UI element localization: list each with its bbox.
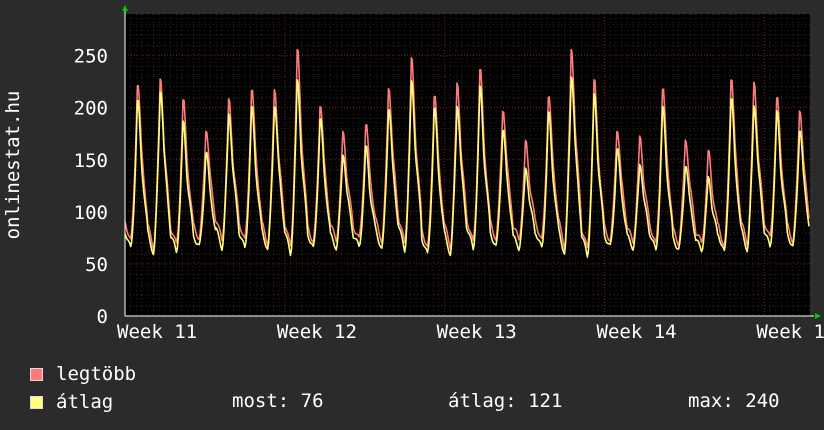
x-tick-label: Week 13 bbox=[437, 321, 517, 343]
x-tick-label: Week 12 bbox=[277, 321, 357, 343]
y-tick-label: 150 bbox=[74, 150, 108, 172]
legend-item-max: legtöbb bbox=[30, 362, 136, 386]
y-tick-label: 50 bbox=[85, 254, 108, 276]
stat-max: max: 240 bbox=[688, 390, 780, 412]
legend-label-max: legtöbb bbox=[56, 363, 137, 385]
y-axis-title: onlinestat.hu bbox=[2, 91, 24, 240]
plot-area bbox=[125, 14, 810, 316]
legend-item-avg: átlag most: 76 átlag: 121 max: 240 bbox=[30, 390, 780, 414]
x-tick-label: Week 1 bbox=[756, 321, 824, 343]
legend: legtöbb átlag most: 76 átlag: 121 max: 2… bbox=[30, 362, 820, 422]
chart: 0 50 100 150 200 250 Week 11 Week 12 Week 13 Week… bbox=[2, 5, 824, 343]
y-tick-label: 200 bbox=[74, 98, 108, 120]
series-line-max bbox=[124, 48, 810, 252]
series-line-avg bbox=[124, 76, 810, 258]
legend-swatch-max bbox=[30, 367, 43, 381]
y-axis-arrow bbox=[122, 5, 128, 11]
stat-average: átlag: 121 bbox=[448, 390, 563, 412]
y-tick-label: 100 bbox=[74, 202, 108, 224]
legend-swatch-avg bbox=[30, 395, 43, 409]
x-tick-label: Week 14 bbox=[597, 321, 677, 343]
x-tick-label: Week 11 bbox=[117, 321, 197, 343]
y-tick-label: 0 bbox=[97, 306, 108, 328]
x-axis-arrow bbox=[815, 313, 821, 319]
chart-svg: 0 50 100 150 200 250 Week 11 Week 12 Week 13 Week… bbox=[2, 5, 824, 343]
legend-label-avg: átlag bbox=[56, 391, 114, 413]
stat-current: most: 76 bbox=[232, 390, 324, 412]
y-tick-label: 250 bbox=[74, 46, 108, 68]
